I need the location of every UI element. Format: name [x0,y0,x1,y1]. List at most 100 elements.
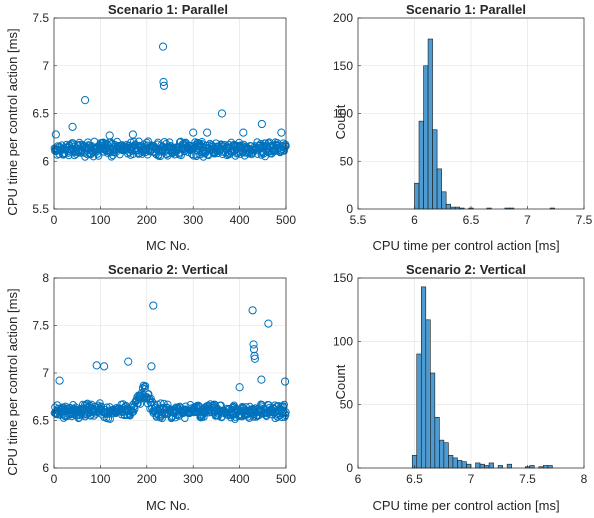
data-point [280,400,288,409]
x-tick-label: 7 [524,213,531,227]
histogram-bar [418,120,424,210]
scatter-panel-scenario-2: Scenario 2: Vertical MC No. CPU time per… [5,262,296,513]
data-point [94,152,103,160]
data-point-outlier [217,109,227,118]
data-point-outlier [159,81,169,90]
chart-title: Scenario 1: Parallel [108,2,228,17]
y-axis-label: CPU time per control action [ms] [5,288,20,475]
histogram-bar [457,460,463,469]
histogram-bar [484,465,490,469]
data-point-outlier [239,128,248,137]
histogram-bar [436,168,442,210]
data-point-outlier [189,128,198,137]
x-tick-label: 400 [230,213,250,227]
data-point [281,411,290,420]
x-tick-label: 200 [137,472,157,486]
data-point-outlier [55,376,64,385]
data-point-outlier [158,42,168,51]
histogram-panel-scenario-1: Scenario 1: Parallel CPU time per contro… [333,2,593,253]
y-tick-label: 0 [346,461,353,475]
x-tick-label: 400 [230,472,250,486]
x-tick-label: 300 [183,472,203,486]
data-point-outlier [147,362,156,371]
histogram-bar [427,38,433,210]
x-tick-label: 6.5 [463,213,480,227]
x-tick-label: 6 [411,213,418,227]
x-tick-label: 500 [276,213,296,227]
data-point [141,385,149,393]
data-point-outlier [250,354,260,363]
y-tick-label: 7 [42,59,49,73]
y-tick-label: 5.5 [32,202,49,216]
x-tick-label: 8 [581,472,588,486]
x-tick-label: 0 [51,213,58,227]
histogram-bar [547,465,553,469]
x-tick-label: 100 [90,472,110,486]
histogram-bar [443,442,449,469]
data-point [211,400,219,409]
data-point [127,403,135,411]
data-point [165,138,174,146]
data-point-outlier [249,345,259,354]
y-tick-label: 150 [333,271,353,285]
histogram-bar [448,455,454,469]
y-tick-label: 6 [42,461,49,475]
y-tick-label: 50 [340,398,354,412]
x-tick-label: 500 [276,472,296,486]
histogram-bar [414,182,420,210]
y-tick-label: 100 [333,334,353,348]
histogram-bar [420,286,427,469]
x-axis-label: MC No. [146,498,190,513]
data-point [147,394,155,403]
y-tick-label: 200 [333,11,353,25]
histogram-bar [439,439,445,469]
x-tick-label: 0 [51,472,58,486]
histogram-bar [432,129,438,210]
data-point-outlier [235,383,244,392]
chart-title: Scenario 2: Vertical [108,262,228,277]
data-point-outlier [100,362,109,371]
x-tick-label: 100 [90,213,110,227]
histogram-bar [430,372,436,469]
data-point-outlier [149,301,158,310]
histogram-bar [441,191,447,210]
histogram-bar [475,462,481,469]
histogram-bar [434,417,440,469]
y-tick-label: 8 [42,271,49,285]
x-axis-label: CPU time per control action [ms] [372,498,559,513]
histogram-panel-scenario-2: Scenario 2: Vertical CPU time per contro… [333,262,588,513]
y-axis-label: Count [333,364,348,399]
data-point-outlier [105,131,114,140]
histogram-bar [497,465,503,469]
chart-title: Scenario 1: Parallel [406,2,526,17]
data-point [280,413,289,421]
y-tick-label: 100 [333,107,353,121]
data-point-outlier [248,306,257,315]
y-tick-label: 6.5 [32,414,49,428]
x-tick-label: 6.5 [406,472,423,486]
x-tick-label: 7.5 [576,213,593,227]
scatter-panel-scenario-1: Scenario 1: Parallel MC No. CPU time per… [5,2,296,253]
y-tick-label: 7.5 [32,319,49,333]
x-axis-label: CPU time per control action [ms] [372,238,559,253]
data-point-outlier [280,377,290,386]
histogram-bar [506,463,512,469]
data-point [198,137,206,146]
data-point-outlier [51,130,60,139]
data-point [144,390,153,398]
data-point-outlier [128,130,137,139]
y-tick-label: 150 [333,59,353,73]
y-tick-label: 7 [42,366,49,380]
chart-title: Scenario 2: Vertical [406,262,526,277]
y-tick-label: 6.5 [32,107,49,121]
x-axis-label: MC No. [146,238,190,253]
x-tick-label: 200 [137,213,157,227]
data-point-outlier [68,122,77,131]
data-point-outlier [124,357,133,366]
histogram-bar [423,65,429,210]
data-point [141,382,150,390]
data-point-outlier [249,340,258,349]
x-tick-label: 7.5 [519,472,536,486]
data-point-outlier [159,77,168,87]
